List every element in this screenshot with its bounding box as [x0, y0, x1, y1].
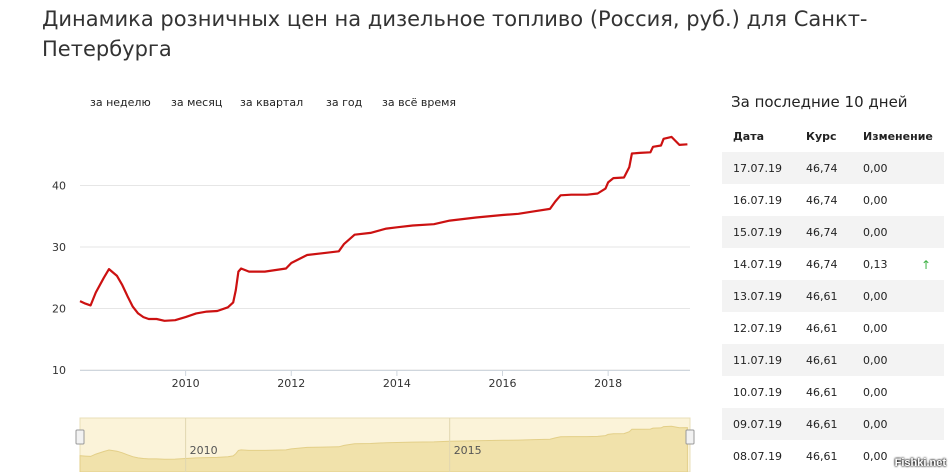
- navigator-right-handle[interactable]: [685, 429, 695, 445]
- cell-date: 10.07.19: [733, 386, 782, 399]
- cell-rate: 46,61: [806, 290, 838, 303]
- tab-month[interactable]: за месяц: [171, 96, 223, 109]
- cell-change: 0,00: [863, 418, 888, 431]
- page-title: Динамика розничных цен на дизельное топл…: [42, 7, 868, 61]
- table-row: 12.07.19 46,61 0,00: [722, 312, 944, 344]
- cell-date: 17.07.19: [733, 162, 782, 175]
- cell-change: 0,00: [863, 450, 888, 463]
- x-tick-label: 2018: [594, 377, 622, 390]
- cell-date: 15.07.19: [733, 226, 782, 239]
- cell-rate: 46,74: [806, 194, 838, 207]
- navigator-series-area: [79, 425, 688, 472]
- cell-rate: 46,74: [806, 162, 838, 175]
- y-tick-label: 20: [52, 303, 66, 316]
- header-rate: Курс: [806, 130, 837, 143]
- cell-change: 0,13: [863, 258, 888, 271]
- table-row: 17.07.19 46,74 0,00: [722, 152, 944, 184]
- cell-change: 0,00: [863, 194, 888, 207]
- x-tick-label: 2014: [383, 377, 411, 390]
- price-chart: 10 20 30 40 2010 2012 2014 2016 2018 2010 2015: [52, 135, 695, 472]
- table-row: 13.07.19 46,61 0,00: [722, 280, 944, 312]
- y-tick-label: 40: [52, 180, 66, 193]
- cell-rate: 46,61: [806, 418, 838, 431]
- navigator-label: 2015: [454, 444, 482, 457]
- cell-date: 12.07.19: [733, 322, 782, 335]
- cell-rate: 46,61: [806, 322, 838, 335]
- cell-change: 0,00: [863, 290, 888, 303]
- x-tick-label: 2012: [277, 377, 305, 390]
- cell-change: 0,00: [863, 386, 888, 399]
- navigator-label: 2010: [190, 444, 218, 457]
- cell-change: 0,00: [863, 226, 888, 239]
- rates-table: Дата Курс Изменение 17.07.19 46,74 0,00 16.…: [722, 120, 944, 472]
- y-tick-label: 10: [52, 364, 66, 377]
- cell-date: 08.07.19: [733, 450, 782, 463]
- cell-date: 09.07.19: [733, 418, 782, 431]
- price-series-line: [79, 135, 688, 322]
- watermark: Fishki.net: [894, 457, 946, 469]
- cell-date: 13.07.19: [733, 290, 782, 303]
- cell-rate: 46,61: [806, 354, 838, 367]
- tab-year[interactable]: за год: [326, 96, 363, 109]
- table-row: 08.07.19 46,61 0,00: [722, 440, 944, 472]
- table-row: 16.07.19 46,74 0,00: [722, 184, 944, 216]
- cell-rate: 46,61: [806, 386, 838, 399]
- header-change: Изменение: [863, 130, 933, 143]
- cell-change: 0,00: [863, 162, 888, 175]
- cell-change: 0,00: [863, 322, 888, 335]
- table-row: 11.07.19 46,61 0,00: [722, 344, 944, 376]
- cell-rate: 46,74: [806, 258, 838, 271]
- navigator-left-handle[interactable]: [75, 429, 85, 445]
- table-row: 14.07.19 46,74 0,13 ↑: [722, 248, 944, 280]
- cell-change: 0,00: [863, 354, 888, 367]
- cell-date: 16.07.19: [733, 194, 782, 207]
- cell-rate: 46,74: [806, 226, 838, 239]
- x-tick-label: 2016: [489, 377, 517, 390]
- side-panel-title: За последние 10 дней: [731, 93, 908, 111]
- cell-date: 14.07.19: [733, 258, 782, 271]
- y-tick-label: 30: [52, 241, 66, 254]
- table-row: 09.07.19 46,61 0,00: [722, 408, 944, 440]
- table-row: 10.07.19 46,61 0,00: [722, 376, 944, 408]
- tab-all-time[interactable]: за всё время: [382, 96, 457, 109]
- table-row: 15.07.19 46,74 0,00: [722, 216, 944, 248]
- cell-date: 11.07.19: [733, 354, 782, 367]
- x-tick-label: 2010: [172, 377, 200, 390]
- change-arrow-icon: ↑: [921, 258, 932, 272]
- tab-quarter[interactable]: за квартал: [240, 96, 304, 109]
- table-header: Дата Курс Изменение: [722, 120, 944, 152]
- cell-rate: 46,61: [806, 450, 838, 463]
- tab-week[interactable]: за неделю: [90, 96, 151, 109]
- header-date: Дата: [733, 130, 765, 143]
